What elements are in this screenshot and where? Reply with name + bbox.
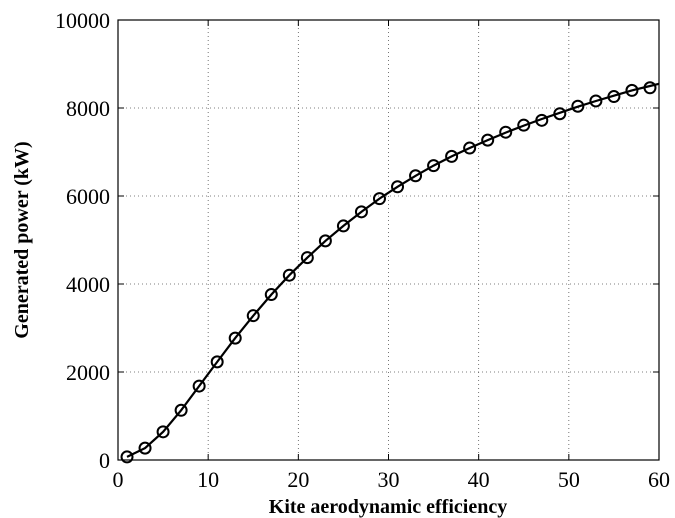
data-point-marker	[391, 180, 405, 194]
x-axis-label: Kite aerodynamic efficiency	[269, 496, 507, 518]
data-point-marker	[192, 379, 206, 393]
plot-area	[120, 81, 660, 464]
plot-frame	[117, 19, 660, 461]
data-point-marker	[553, 107, 567, 121]
x-tick-label: 30	[378, 467, 400, 492]
x-tick-label: 40	[468, 467, 490, 492]
data-point-marker	[120, 450, 134, 464]
data-point-marker	[174, 403, 188, 417]
data-point-marker	[210, 355, 224, 369]
x-tick-label: 50	[558, 467, 580, 492]
x-tick-labels: 0 10 20 30 40 50 60	[113, 467, 671, 492]
data-point-marker	[318, 234, 332, 248]
data-point-marker	[535, 113, 549, 127]
grid	[118, 20, 659, 460]
data-point-marker	[517, 118, 531, 132]
x-tick-label: 60	[648, 467, 670, 492]
data-point-marker	[409, 169, 423, 183]
data-point-marker	[282, 268, 296, 282]
data-point-marker	[571, 99, 585, 113]
data-point-marker	[246, 309, 260, 323]
y-tick-label: 6000	[66, 184, 110, 209]
x-tick-label: 0	[113, 467, 124, 492]
data-point-marker	[372, 192, 386, 206]
data-point-marker	[228, 331, 242, 345]
y-tick-label: 2000	[66, 360, 110, 385]
data-point-marker	[589, 94, 603, 108]
data-point-marker	[300, 251, 314, 265]
y-tick-labels: 0 2000 4000 6000 8000 10000	[55, 8, 110, 473]
data-point-marker	[264, 288, 278, 302]
data-point-marker	[156, 425, 170, 439]
x-tick-label: 10	[197, 467, 219, 492]
data-point-marker	[427, 159, 441, 173]
y-tick-label: 4000	[66, 272, 110, 297]
y-tick-label: 0	[99, 448, 110, 473]
data-point-marker	[138, 441, 152, 455]
x-tick-label: 20	[287, 467, 309, 492]
data-point-marker	[643, 81, 657, 95]
data-point-marker	[625, 83, 639, 97]
series-line	[126, 82, 660, 458]
data-point-marker	[354, 205, 368, 219]
data-point-marker	[336, 219, 350, 233]
y-tick-label: 10000	[55, 8, 110, 33]
y-tick-label: 8000	[66, 96, 110, 121]
data-point-marker	[607, 90, 621, 104]
y-axis-label: Generated power (kW)	[11, 141, 33, 338]
data-point-marker	[481, 133, 495, 147]
data-point-marker	[463, 141, 477, 155]
data-point-marker	[499, 125, 513, 139]
data-point-marker	[445, 149, 459, 163]
